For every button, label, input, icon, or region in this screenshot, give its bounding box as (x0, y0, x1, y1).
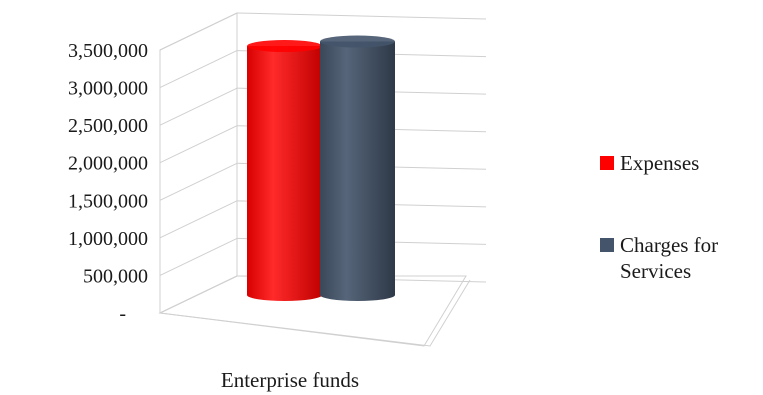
y-tick-label: 1,000,000 (68, 228, 148, 250)
legend-label-charges-for-services: Charges for Services (620, 233, 719, 283)
gridline-wall (159, 87, 238, 126)
legend-item-charges-for-services: Charges for Services (600, 232, 760, 284)
gridline-back (236, 12, 487, 20)
gridline-wall (159, 237, 238, 276)
y-tick-label: 500,000 (83, 265, 148, 287)
y-tick-label: 3,500,000 (68, 40, 148, 62)
y-tick-label: 3,000,000 (68, 78, 148, 100)
bar-cap-expenses (247, 40, 322, 53)
left-wall (159, 12, 238, 314)
bar-expenses (247, 46, 322, 301)
gridline-wall (159, 200, 238, 239)
legend-swatch-expenses (600, 156, 614, 170)
gridline-wall (159, 125, 238, 164)
gridline-wall (159, 50, 238, 89)
x-category-label: Enterprise funds (221, 368, 359, 392)
bars (247, 35, 395, 301)
legend-item-expenses: Expenses (600, 150, 760, 176)
y-axis-ticks: - 500,000 1,000,000 1,500,000 2,000,000 2,500… (68, 40, 148, 325)
legend: Expenses Charges for Services (600, 150, 760, 340)
floor-edge (159, 279, 471, 347)
gridline-wall (159, 12, 238, 51)
gridline-wall (159, 275, 238, 314)
y-tick-label: 2,500,000 (68, 115, 148, 137)
legend-swatch-charges-for-services (600, 238, 614, 252)
gridline-wall (159, 162, 238, 201)
bar-charges-for-services (320, 41, 395, 301)
y-tick-label: 2,000,000 (68, 153, 148, 175)
y-tick-label: 1,500,000 (68, 190, 148, 212)
bar-cap-charges-for-services (320, 35, 395, 48)
y-tick-label: - (119, 303, 126, 325)
legend-label-expenses: Expenses (620, 151, 700, 175)
